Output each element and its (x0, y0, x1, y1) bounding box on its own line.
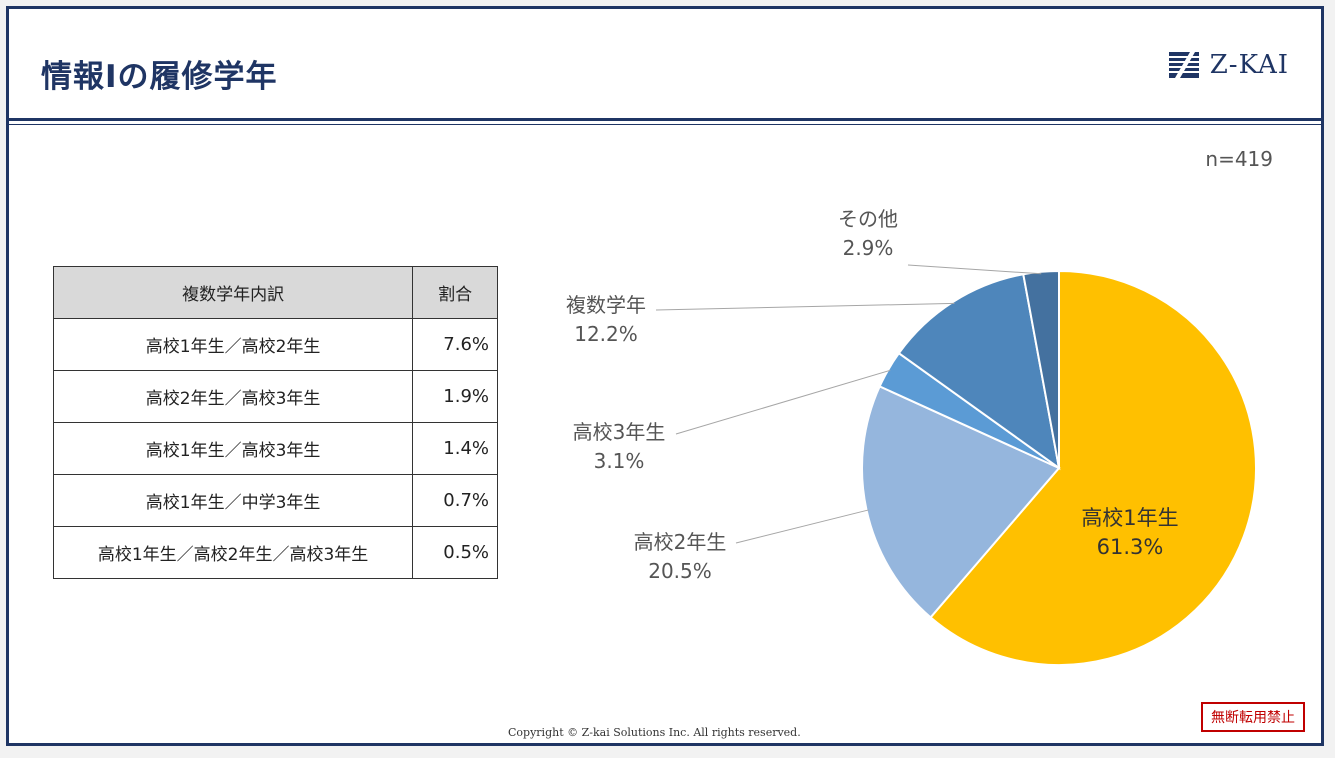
table-header-combo: 複数学年内訳 (52, 266, 414, 319)
sample-size: n=419 (1205, 147, 1273, 171)
slice-category-label: 高校3年生 (573, 420, 666, 444)
logo-text: Z-KAI (1209, 50, 1289, 80)
table-row: 高校1年生／高校2年生／高校3年生 0.5% (52, 526, 498, 579)
copyright-text: Copyright © Z-kai Solutions Inc. All rig… (508, 726, 801, 739)
leader-line (907, 264, 1042, 275)
pie-labels: 高校1年生 61.3% 高校2年生 20.5% 高校3年生 3.1% 複数学年 12.2% その… (566, 207, 1179, 583)
table-cell-ratio: 0.5% (412, 526, 498, 579)
slice-percent-label: 12.2% (574, 322, 638, 346)
table-cell-combo: 高校1年生／高校2年生／高校3年生 (52, 526, 414, 579)
slice-category-label: 高校1年生 (1081, 506, 1178, 530)
slice-category-label: その他 (838, 207, 898, 231)
header: 情報Ⅰの履修学年 Z-KAI (9, 9, 1321, 125)
leader-line (675, 369, 891, 435)
table-cell-ratio: 1.4% (412, 422, 498, 475)
slice-percent-label: 2.9% (843, 236, 894, 260)
table-cell-ratio: 1.9% (412, 370, 498, 423)
leader-line (655, 302, 955, 311)
slice-percent-label: 3.1% (594, 449, 645, 473)
slice-percent-label: 20.5% (648, 559, 712, 583)
z-kai-logo-icon (1167, 49, 1200, 81)
pie-slices (861, 269, 1257, 666)
logo: Z-KAI (1167, 49, 1289, 81)
slice-category-label: 高校2年生 (634, 530, 727, 554)
table-header-ratio: 割合 (412, 266, 498, 319)
slice-percent-label: 61.3% (1097, 535, 1164, 559)
slice-category-label: 複数学年 (566, 293, 646, 317)
page-title: 情報Ⅰの履修学年 (41, 59, 278, 95)
no-reuse-stamp: 無断転用禁止 (1201, 702, 1305, 732)
table-cell-combo: 高校1年生／高校2年生 (52, 318, 414, 371)
pie-slice (929, 269, 1257, 666)
pie-slice (1022, 269, 1060, 469)
table-cell-combo: 高校1年生／高校3年生 (52, 422, 414, 475)
table-cell-ratio: 0.7% (412, 474, 498, 527)
table-header-row: 複数学年内訳 割合 (52, 266, 498, 319)
breakdown-table: 複数学年内訳 割合 高校1年生／高校2年生 7.6% 高校2年生／高校3年生 1… (52, 266, 498, 579)
table-row: 高校1年生／高校2年生 7.6% (52, 318, 498, 371)
pie-slice (897, 273, 1061, 471)
table-cell-ratio: 7.6% (412, 318, 498, 371)
table-row: 高校1年生／高校3年生 1.4% (52, 422, 498, 475)
leader-line (735, 509, 869, 544)
